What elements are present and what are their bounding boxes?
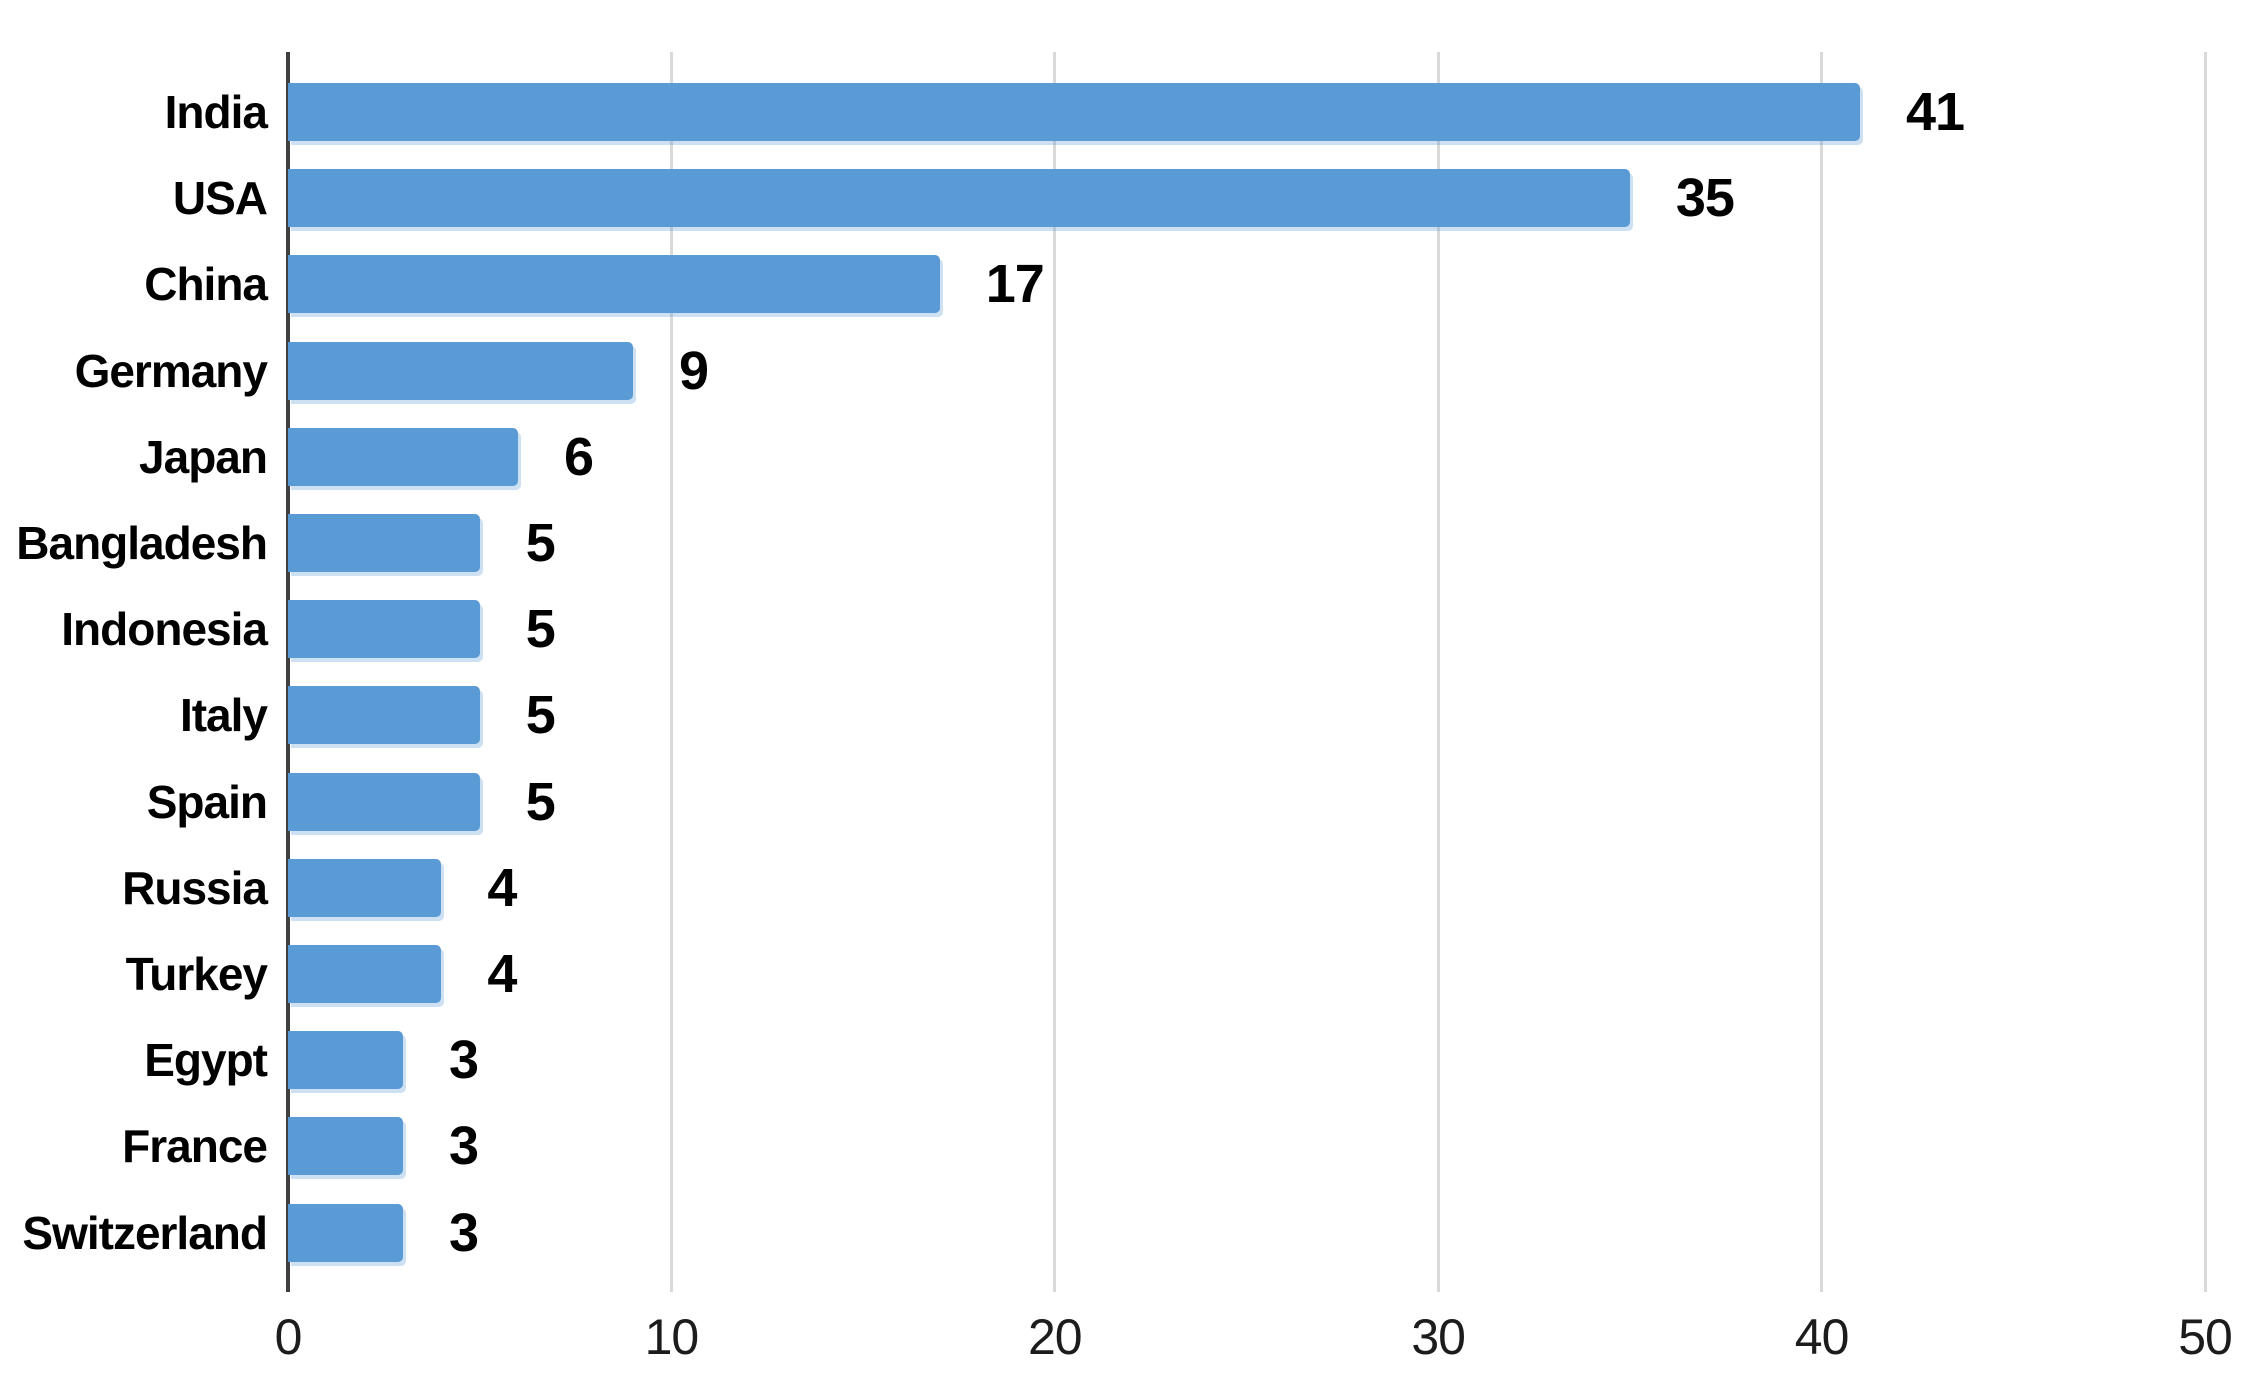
bar-indonesia <box>288 600 480 659</box>
bar-japan <box>288 427 519 486</box>
bar-row-indonesia: 5 <box>288 599 2205 660</box>
gridline-x-10 <box>669 52 673 1292</box>
bar-turkey <box>288 945 442 1003</box>
category-label-turkey: Turkey <box>125 948 268 1000</box>
gridline-x-30 <box>1436 52 1440 1292</box>
category-label-spain: Spain <box>146 775 268 828</box>
value-label-bangladesh: 5 <box>525 513 556 573</box>
value-label-usa: 35 <box>1675 168 1735 229</box>
bar-row-india: 41 <box>288 83 2205 141</box>
category-label-india: India <box>164 86 268 138</box>
value-label-italy: 5 <box>525 685 556 746</box>
bar-row-bangladesh: 5 <box>288 514 2205 572</box>
bar-france <box>288 1117 404 1176</box>
gridline-x-40 <box>1820 52 1824 1292</box>
plot-area: 41 35 17 9 6 5 5 5 5 4 4 3 3 3 <box>286 52 2207 1292</box>
bar-spain <box>288 772 480 831</box>
value-label-china: 17 <box>985 254 1045 315</box>
bar-row-china: 17 <box>288 254 2205 315</box>
value-label-russia: 4 <box>487 857 517 918</box>
x-tick-label-40: 40 <box>1794 1309 1850 1365</box>
bar-usa <box>288 169 1630 228</box>
gridline-x-20 <box>1053 52 1057 1292</box>
value-label-switzerland: 3 <box>449 1202 479 1263</box>
category-label-germany: Germany <box>74 344 268 397</box>
bar-row-usa: 35 <box>288 168 2205 229</box>
category-label-bangladesh: Bangladesh <box>16 517 268 569</box>
gridline-x-50 <box>2203 52 2207 1292</box>
category-label-japan: Japan <box>139 430 268 483</box>
category-label-switzerland: Switzerland <box>22 1206 268 1259</box>
bar-row-turkey: 4 <box>288 945 2205 1003</box>
value-label-france: 3 <box>449 1116 479 1177</box>
bar-china <box>288 255 940 314</box>
value-label-india: 41 <box>1905 82 1965 142</box>
bar-row-germany: 9 <box>288 340 2205 401</box>
bar-row-switzerland: 3 <box>288 1202 2205 1263</box>
value-label-egypt: 3 <box>449 1030 479 1091</box>
bar-row-france: 3 <box>288 1116 2205 1177</box>
category-label-egypt: Egypt <box>144 1034 268 1087</box>
x-tick-label-30: 30 <box>1411 1309 1466 1365</box>
bar-row-egypt: 3 <box>288 1030 2205 1091</box>
value-label-indonesia: 5 <box>525 599 556 660</box>
bar-switzerland <box>288 1203 404 1262</box>
bar-row-japan: 6 <box>288 426 2205 487</box>
x-tick-label-50: 50 <box>2178 1309 2233 1365</box>
bar-russia <box>288 858 442 917</box>
bar-row-russia: 4 <box>288 857 2205 918</box>
category-labels: India USA China Germany Japan Bangladesh Indon… <box>0 52 268 1292</box>
category-label-china: China <box>144 258 268 311</box>
value-label-japan: 6 <box>564 426 594 487</box>
bar-row-spain: 5 <box>288 771 2205 832</box>
category-label-france: France <box>122 1120 268 1173</box>
x-tick-label-20: 20 <box>1027 1309 1083 1365</box>
category-label-usa: USA <box>172 172 268 225</box>
value-label-germany: 9 <box>679 340 709 401</box>
category-label-russia: Russia <box>122 861 268 914</box>
x-tick-label-0: 0 <box>274 1309 303 1365</box>
bar-italy <box>288 686 480 745</box>
x-axis-tick-labels: 0 10 20 30 40 50 <box>275 1308 2233 1378</box>
x-tick-label-10: 10 <box>644 1309 700 1365</box>
bar-egypt <box>288 1031 404 1090</box>
category-label-indonesia: Indonesia <box>61 603 268 656</box>
bar-germany <box>288 341 634 400</box>
bar-row-italy: 5 <box>288 685 2205 746</box>
y-axis-line <box>286 52 290 1292</box>
value-label-turkey: 4 <box>487 944 517 1004</box>
category-label-italy: Italy <box>179 689 268 742</box>
bar-india <box>288 83 1860 141</box>
bar-bangladesh <box>288 514 480 572</box>
value-label-spain: 5 <box>525 771 556 832</box>
